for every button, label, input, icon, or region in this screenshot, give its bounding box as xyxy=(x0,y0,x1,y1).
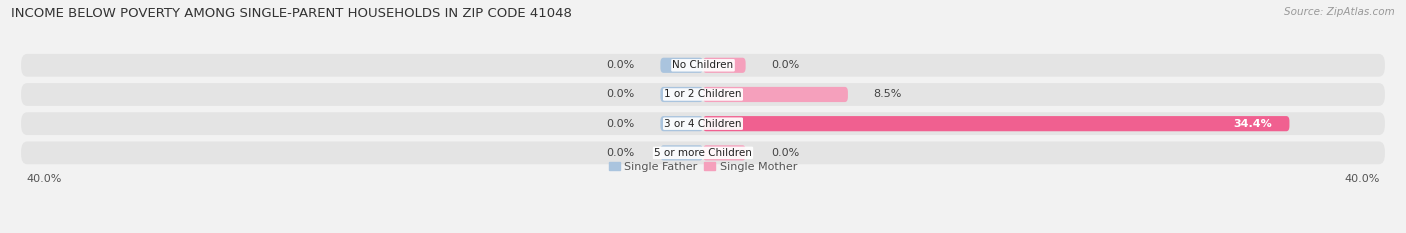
FancyBboxPatch shape xyxy=(703,87,848,102)
Text: 5 or more Children: 5 or more Children xyxy=(654,148,752,158)
FancyBboxPatch shape xyxy=(21,112,1385,135)
FancyBboxPatch shape xyxy=(661,58,703,73)
Text: 0.0%: 0.0% xyxy=(606,60,636,70)
Text: No Children: No Children xyxy=(672,60,734,70)
FancyBboxPatch shape xyxy=(703,116,1289,131)
FancyBboxPatch shape xyxy=(703,145,745,161)
Text: 3 or 4 Children: 3 or 4 Children xyxy=(664,119,742,129)
FancyBboxPatch shape xyxy=(661,145,703,161)
Text: Source: ZipAtlas.com: Source: ZipAtlas.com xyxy=(1284,7,1395,17)
Text: INCOME BELOW POVERTY AMONG SINGLE-PARENT HOUSEHOLDS IN ZIP CODE 41048: INCOME BELOW POVERTY AMONG SINGLE-PARENT… xyxy=(11,7,572,20)
Text: 40.0%: 40.0% xyxy=(1344,174,1379,184)
Text: 34.4%: 34.4% xyxy=(1233,119,1272,129)
FancyBboxPatch shape xyxy=(21,83,1385,106)
Text: 1 or 2 Children: 1 or 2 Children xyxy=(664,89,742,99)
FancyBboxPatch shape xyxy=(703,58,745,73)
Text: 0.0%: 0.0% xyxy=(606,148,636,158)
Text: 0.0%: 0.0% xyxy=(606,89,636,99)
FancyBboxPatch shape xyxy=(21,54,1385,77)
FancyBboxPatch shape xyxy=(661,87,703,102)
Text: 8.5%: 8.5% xyxy=(873,89,901,99)
Text: 0.0%: 0.0% xyxy=(772,148,800,158)
Legend: Single Father, Single Mother: Single Father, Single Mother xyxy=(609,162,797,172)
FancyBboxPatch shape xyxy=(661,116,703,131)
Text: 0.0%: 0.0% xyxy=(772,60,800,70)
FancyBboxPatch shape xyxy=(21,141,1385,164)
Text: 0.0%: 0.0% xyxy=(606,119,636,129)
Text: 40.0%: 40.0% xyxy=(27,174,62,184)
